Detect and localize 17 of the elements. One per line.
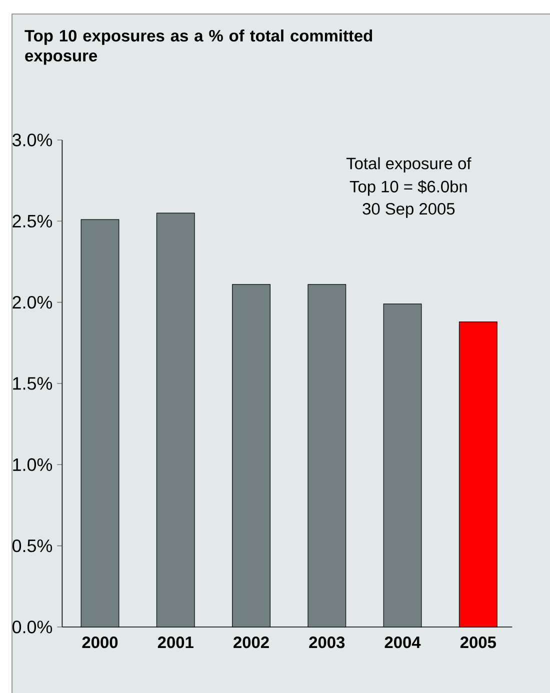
y-tick-label: 0.5% [12, 539, 52, 552]
x-tick-label: 2002 [234, 636, 269, 648]
y-tick-label: 1.5% [13, 377, 52, 390]
y-tick-label: 2.0% [12, 296, 52, 309]
annotation: 30 Sep 2005 [362, 203, 455, 218]
annotation: Total exposure of [346, 157, 472, 173]
y-tick-label: 3.0% [12, 134, 52, 146]
chart-title: Top 10 exposures as a % of total committed exposure [24, 30, 372, 65]
annotation: Top 10 = $6.0bn [350, 180, 467, 196]
x-tick-label: 2000 [82, 636, 118, 648]
y-tick-label: 2.5% [12, 214, 52, 228]
x-tick-label: 2003 [309, 636, 345, 648]
x-tick-label: 2001 [158, 636, 194, 648]
x-tick-label: 2004 [384, 636, 421, 648]
y-tick-label: 1.0% [13, 458, 52, 472]
x-tick-label: 2005 [460, 636, 496, 648]
y-tick-label: 0.0% [12, 620, 52, 634]
